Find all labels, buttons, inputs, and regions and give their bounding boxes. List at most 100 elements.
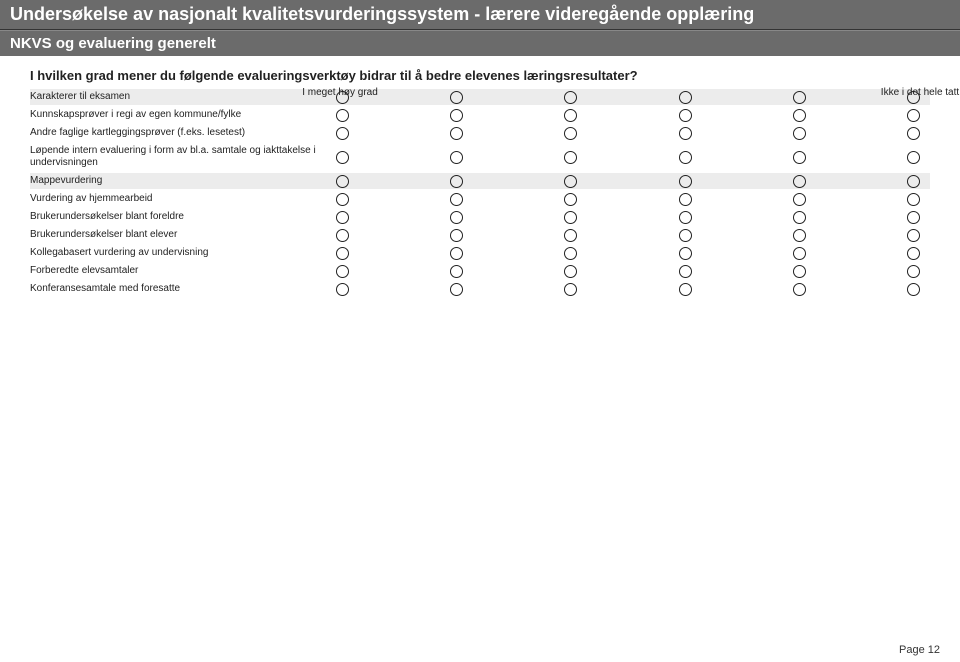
row-label: Kollegabasert vurdering av undervisning bbox=[30, 245, 336, 261]
row-label: Løpende intern evaluering i form av bl.a… bbox=[30, 143, 336, 171]
radio-option[interactable] bbox=[907, 193, 920, 206]
radio-option[interactable] bbox=[336, 109, 349, 122]
radio-option[interactable] bbox=[564, 91, 577, 104]
matrix-row: Karakterer til eksamen bbox=[30, 89, 930, 105]
radio-option[interactable] bbox=[907, 127, 920, 140]
row-options bbox=[336, 211, 930, 224]
radio-option[interactable] bbox=[564, 193, 577, 206]
radio-option[interactable] bbox=[564, 229, 577, 242]
row-label: Andre faglige kartleggingsprøver (f.eks.… bbox=[30, 125, 336, 141]
radio-option[interactable] bbox=[336, 193, 349, 206]
radio-option[interactable] bbox=[679, 109, 692, 122]
radio-option[interactable] bbox=[679, 151, 692, 164]
question-text: I hvilken grad mener du følgende evaluer… bbox=[30, 68, 930, 83]
matrix-row: Mappevurdering bbox=[30, 173, 930, 189]
radio-option[interactable] bbox=[564, 265, 577, 278]
radio-option[interactable] bbox=[907, 175, 920, 188]
radio-option[interactable] bbox=[793, 265, 806, 278]
radio-option[interactable] bbox=[907, 109, 920, 122]
radio-option[interactable] bbox=[450, 247, 463, 260]
radio-option[interactable] bbox=[450, 127, 463, 140]
radio-option[interactable] bbox=[793, 229, 806, 242]
radio-option[interactable] bbox=[679, 211, 692, 224]
radio-option[interactable] bbox=[907, 151, 920, 164]
row-options bbox=[336, 151, 930, 164]
radio-option[interactable] bbox=[907, 211, 920, 224]
row-options bbox=[336, 247, 930, 260]
radio-option[interactable] bbox=[564, 247, 577, 260]
row-label: Forberedte elevsamtaler bbox=[30, 263, 336, 279]
radio-option[interactable] bbox=[679, 247, 692, 260]
radio-option[interactable] bbox=[679, 229, 692, 242]
page-subtitle-bar: NKVS og evaluering generelt bbox=[0, 30, 960, 56]
radio-option[interactable] bbox=[564, 175, 577, 188]
radio-option[interactable] bbox=[336, 265, 349, 278]
radio-option[interactable] bbox=[679, 175, 692, 188]
radio-option[interactable] bbox=[450, 91, 463, 104]
radio-option[interactable] bbox=[679, 127, 692, 140]
matrix-row: Vurdering av hjemmearbeid bbox=[30, 191, 930, 207]
matrix-row: Løpende intern evaluering i form av bl.a… bbox=[30, 143, 930, 171]
row-label: Kunnskapsprøver i regi av egen kommune/f… bbox=[30, 107, 336, 123]
radio-option[interactable] bbox=[336, 151, 349, 164]
row-label: Brukerundersøkelser blant elever bbox=[30, 227, 336, 243]
page: Undersøkelse av nasjonalt kvalitetsvurde… bbox=[0, 0, 960, 662]
row-options bbox=[336, 265, 930, 278]
row-options bbox=[336, 91, 930, 104]
row-options bbox=[336, 193, 930, 206]
radio-option[interactable] bbox=[679, 265, 692, 278]
radio-option[interactable] bbox=[793, 193, 806, 206]
radio-option[interactable] bbox=[679, 91, 692, 104]
page-footer: Page 12 bbox=[899, 644, 940, 656]
radio-option[interactable] bbox=[450, 211, 463, 224]
radio-option[interactable] bbox=[336, 175, 349, 188]
radio-option[interactable] bbox=[450, 151, 463, 164]
radio-option[interactable] bbox=[679, 193, 692, 206]
radio-option[interactable] bbox=[907, 265, 920, 278]
page-title-bar: Undersøkelse av nasjonalt kvalitetsvurde… bbox=[0, 0, 960, 30]
radio-option[interactable] bbox=[793, 109, 806, 122]
radio-option[interactable] bbox=[336, 211, 349, 224]
page-title: Undersøkelse av nasjonalt kvalitetsvurde… bbox=[10, 4, 754, 24]
content-area: I hvilken grad mener du følgende evaluer… bbox=[0, 56, 960, 297]
radio-option[interactable] bbox=[336, 247, 349, 260]
radio-option[interactable] bbox=[450, 229, 463, 242]
radio-option[interactable] bbox=[450, 265, 463, 278]
radio-option[interactable] bbox=[793, 175, 806, 188]
matrix-row: Andre faglige kartleggingsprøver (f.eks.… bbox=[30, 125, 930, 141]
radio-option[interactable] bbox=[907, 283, 920, 296]
row-options bbox=[336, 127, 930, 140]
radio-option[interactable] bbox=[450, 175, 463, 188]
radio-option[interactable] bbox=[450, 109, 463, 122]
matrix-row: Brukerundersøkelser blant foreldre bbox=[30, 209, 930, 225]
radio-option[interactable] bbox=[793, 127, 806, 140]
radio-option[interactable] bbox=[450, 193, 463, 206]
scale-right-label: Ikke i det hele tatt bbox=[860, 87, 960, 98]
row-options bbox=[336, 283, 930, 296]
radio-option[interactable] bbox=[793, 151, 806, 164]
radio-option[interactable] bbox=[907, 247, 920, 260]
radio-option[interactable] bbox=[564, 283, 577, 296]
radio-option[interactable] bbox=[336, 229, 349, 242]
row-options bbox=[336, 175, 930, 188]
matrix-row: Kollegabasert vurdering av undervisning bbox=[30, 245, 930, 261]
row-label: Brukerundersøkelser blant foreldre bbox=[30, 209, 336, 225]
row-options bbox=[336, 229, 930, 242]
row-label: Vurdering av hjemmearbeid bbox=[30, 191, 336, 207]
scale-left-label: I meget høy grad bbox=[280, 87, 400, 98]
radio-option[interactable] bbox=[679, 283, 692, 296]
radio-option[interactable] bbox=[793, 211, 806, 224]
radio-option[interactable] bbox=[564, 109, 577, 122]
radio-option[interactable] bbox=[793, 91, 806, 104]
matrix-row: Brukerundersøkelser blant elever bbox=[30, 227, 930, 243]
radio-option[interactable] bbox=[564, 151, 577, 164]
radio-option[interactable] bbox=[793, 283, 806, 296]
radio-option[interactable] bbox=[564, 127, 577, 140]
radio-option[interactable] bbox=[564, 211, 577, 224]
radio-option[interactable] bbox=[336, 127, 349, 140]
row-label: Konferansesamtale med foresatte bbox=[30, 281, 336, 297]
radio-option[interactable] bbox=[450, 283, 463, 296]
radio-option[interactable] bbox=[907, 229, 920, 242]
radio-option[interactable] bbox=[336, 283, 349, 296]
radio-option[interactable] bbox=[793, 247, 806, 260]
